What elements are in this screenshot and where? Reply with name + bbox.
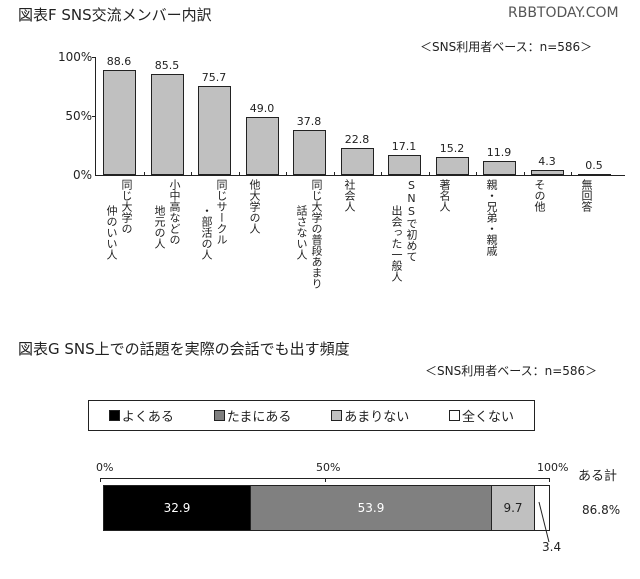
legend-item-rarely: あまりない — [331, 406, 409, 425]
x-axis-tick — [524, 172, 525, 176]
category-label: 社会人 — [343, 179, 356, 212]
x-axis-tick — [476, 172, 477, 176]
x-tick-0: 0% — [96, 461, 114, 474]
legend-swatch-lightgray — [331, 410, 343, 421]
category-label: 無回答 — [580, 179, 593, 212]
watermark: RBBTODAY.COM — [508, 5, 619, 21]
stack-segment: 9.7 — [491, 485, 535, 531]
y-tick-50: 50% — [65, 109, 92, 123]
legend-item-never: 全くない — [449, 406, 514, 425]
axis-tick — [549, 478, 550, 482]
category-label: その他 — [533, 179, 546, 212]
legend-item-often: よくある — [108, 406, 174, 425]
category-label: 同じサークル ・部活の人 — [200, 179, 228, 260]
bar-value-label: 85.5 — [154, 59, 180, 72]
bar — [388, 155, 421, 175]
bar — [483, 161, 516, 175]
bar-value-label: 17.1 — [391, 140, 417, 153]
stack-segment: 53.9 — [250, 485, 492, 531]
chart-g-title: 図表G SNS上での話題を実際の会話でも出す頻度 — [18, 340, 350, 358]
legend-swatch-white — [449, 410, 461, 421]
category-label: 小中高などの 地元の人 — [153, 179, 181, 249]
category-label: 他大学の人 — [248, 179, 261, 234]
legend-label: あまりない — [344, 410, 410, 425]
category-label: 同じ大学の普段あまり 話さない人 — [295, 179, 323, 289]
bar-value-label: 49.0 — [249, 102, 275, 115]
bar — [103, 70, 136, 175]
legend-swatch-black — [108, 410, 120, 421]
leader-line — [538, 501, 550, 543]
chart-f-title: 図表F SNS交流メンバー内訳 — [18, 6, 212, 24]
x-tick-50: 50% — [316, 461, 341, 474]
x-axis-tick — [334, 172, 335, 176]
legend-swatch-darkgray — [213, 410, 225, 421]
category-label: 同じ大学の 仲のいい人 — [105, 179, 133, 260]
x-axis-tick — [191, 172, 192, 176]
legend-label: よくある — [121, 410, 174, 425]
bar-value-label: 37.8 — [296, 115, 322, 128]
chart-f-base-note: ＜SNS利用者ベース：n=586＞ — [420, 40, 593, 54]
bar-value-label: 4.3 — [538, 155, 556, 168]
bar — [151, 74, 184, 175]
axis-tick — [325, 478, 326, 482]
x-axis-tick — [239, 172, 240, 176]
legend-label: たまにある — [226, 410, 292, 425]
x-axis — [95, 175, 625, 176]
bar-value-label: 0.5 — [585, 159, 603, 172]
x-axis-tick — [144, 172, 145, 176]
x-axis-tick — [381, 172, 382, 176]
category-label: SNSで初めて 出会った一般人 — [390, 179, 418, 282]
category-label: 著名人 — [438, 179, 451, 212]
bar — [341, 148, 374, 175]
x-axis-tick — [429, 172, 430, 176]
x-axis-tick — [286, 172, 287, 176]
bar-value-label: 75.7 — [201, 71, 227, 84]
y-tick-100: 100% — [58, 50, 93, 64]
bar — [578, 174, 611, 176]
chart-g-legend: よくある たまにある あまりない 全くない — [88, 400, 535, 431]
bar-value-label: 88.6 — [106, 55, 132, 68]
category-label: 親・兄弟・親戚 — [485, 179, 498, 256]
x-tick-100: 100% — [537, 461, 569, 474]
total-label: ある計 — [578, 469, 618, 484]
stack-segment: 32.9 — [103, 485, 251, 531]
bar — [246, 117, 279, 175]
bar-value-label: 11.9 — [486, 146, 512, 159]
y-axis-tick — [92, 116, 96, 117]
bar — [293, 130, 326, 175]
chart-f-plot: 100% 50% 0% 88.6 同じ大学の 仲のいい人 85.5 小中高などの 地元の人… — [58, 50, 625, 289]
axis-tick — [100, 478, 101, 482]
bar — [436, 157, 469, 175]
never-value-label: 3.4 — [542, 540, 562, 554]
stacked-bar: 32.9 53.9 9.7 — [103, 485, 550, 531]
legend-item-sometimes: たまにある — [213, 406, 292, 425]
chart-g-base-note: ＜SNS利用者ベース：n=586＞ — [425, 364, 598, 378]
legend-label: 全くない — [462, 410, 515, 425]
total-value: 86.8% — [582, 503, 621, 517]
bar-value-label: 22.8 — [344, 133, 370, 146]
x-axis-tick — [571, 172, 572, 176]
bar — [198, 86, 231, 175]
bar — [531, 170, 564, 175]
y-axis-tick — [92, 57, 96, 58]
bar-value-label: 15.2 — [439, 142, 465, 155]
y-tick-0: 0% — [72, 168, 92, 182]
stack-segment — [534, 485, 550, 531]
